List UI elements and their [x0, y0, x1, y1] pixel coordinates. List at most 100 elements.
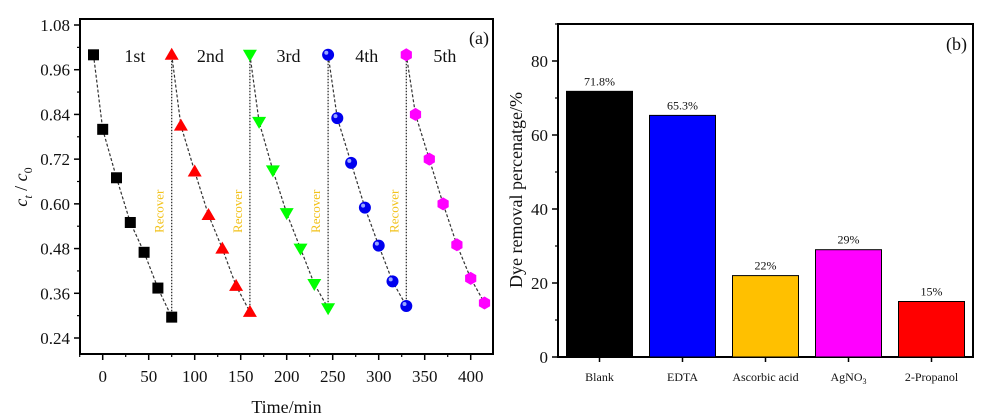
y-tick-label: 0 [540, 348, 549, 367]
data-point-1st [166, 311, 178, 323]
data-point-2nd [201, 208, 216, 221]
data-point-3rd [252, 116, 267, 129]
round-label: 1st [124, 46, 145, 66]
y-tick-label: 0.24 [40, 329, 70, 348]
y-axis-title-sub-t: t [21, 195, 35, 199]
data-point-2nd [187, 164, 202, 177]
data-point-4th [345, 156, 358, 169]
bar-data-label: 22% [755, 259, 777, 273]
data-point-3rd [242, 49, 257, 62]
y-axis-title: Dye removal percenatge/% [506, 92, 526, 288]
x-tick-label: AgNO3 [831, 370, 867, 386]
series-line-4th [327, 54, 407, 307]
round-label: 5th [433, 46, 456, 66]
y-tick-label: 0.72 [40, 150, 70, 169]
x-axis-title: Time/min [251, 397, 321, 417]
bar-data-label: 15% [921, 285, 943, 299]
sphere-highlight [361, 203, 366, 208]
y-axis-title-sub-0: 0 [21, 167, 35, 173]
data-point-5th [423, 152, 435, 166]
y-tick-label: 60 [531, 126, 548, 145]
bar-ascorbic-acid [732, 275, 799, 358]
panel-label-a: (a) [469, 28, 489, 49]
x-tick-label-text: AgNO [831, 370, 863, 384]
x-tick-label-text: EDTA [667, 370, 698, 384]
sphere-highlight [347, 158, 352, 163]
data-point-1st [152, 282, 164, 294]
y-tick-label: 0.36 [40, 284, 70, 303]
x-tick-label: Blank [585, 370, 614, 384]
x-tick-label: 100 [182, 367, 208, 386]
panel-b-chart: 0 20 40 60 80 Dye removal percenatge/% 71.8% Bl… [506, 23, 974, 386]
sphere-highlight [324, 50, 329, 55]
y-axis-title-c2: c [11, 173, 31, 181]
data-point-2nd [164, 47, 179, 60]
data-point-5th [437, 197, 449, 211]
data-point-4th [358, 201, 371, 214]
x-tick-label-subscript: 3 [863, 377, 867, 386]
panel-label-b: (b) [946, 34, 967, 55]
series-line-3rd [249, 54, 329, 309]
data-point-3rd [307, 278, 322, 291]
y-tick-label: 0.96 [40, 61, 70, 80]
x-tick-label: 400 [458, 367, 484, 386]
sphere-highlight [402, 301, 407, 306]
round-label: 3rd [277, 46, 301, 66]
data-point-4th [322, 48, 335, 61]
data-point-2nd [229, 278, 244, 291]
x-tick-label: 50 [140, 367, 157, 386]
data-point-5th [478, 296, 491, 310]
bar-edta [649, 114, 716, 358]
data-point-3rd [265, 165, 280, 178]
recover-label: Recover [152, 189, 167, 233]
bar-blank [566, 90, 633, 358]
recover-label: Recover [308, 189, 323, 233]
data-point-1st [97, 123, 109, 135]
x-tick-label: 250 [320, 367, 346, 386]
y-tick-label: 0.84 [40, 105, 70, 124]
sphere-highlight [388, 277, 393, 282]
x-tick-label: 0 [98, 367, 107, 386]
x-tick-label-text: Blank [585, 370, 614, 384]
plot-frame [79, 18, 494, 355]
panel-a-chart: 0.24 0.36 0.48 0.60 0.72 0.84 0.96 1.08 0 50 100 15… [11, 16, 494, 417]
data-point-5th [465, 271, 477, 285]
bar-2-propanol [898, 301, 965, 358]
data-point-3rd [321, 303, 336, 316]
bar-data-label: 65.3% [667, 98, 698, 112]
x-tick-label: 200 [274, 367, 300, 386]
data-point-2nd [215, 241, 230, 254]
round-label: 4th [355, 46, 378, 66]
data-point-5th [451, 238, 463, 252]
x-tick-label: EDTA [667, 370, 698, 384]
data-point-1st [138, 246, 150, 258]
x-tick-label-text: Ascorbic acid [732, 370, 798, 384]
sphere-highlight [333, 114, 338, 119]
data-point-1st [124, 216, 136, 228]
data-point-5th [400, 48, 412, 62]
series-line-2nd [171, 54, 251, 313]
bar-data-label: 71.8% [584, 74, 615, 88]
y-axis-title-sep: / [11, 181, 31, 195]
x-tick-label: 150 [228, 367, 254, 386]
y-tick-label: 40 [531, 200, 548, 219]
data-point-1st [111, 172, 122, 184]
round-label: 2nd [197, 46, 224, 66]
data-point-3rd [279, 208, 294, 221]
data-point-5th [409, 107, 422, 121]
recover-label: Recover [386, 189, 401, 233]
series-line-1st [92, 54, 173, 318]
x-tick-label: 300 [366, 367, 392, 386]
data-point-4th [400, 299, 413, 312]
series-line-5th [405, 54, 486, 304]
x-tick-label: Ascorbic acid [732, 370, 798, 384]
data-point-4th [331, 112, 344, 125]
data-point-2nd [173, 118, 188, 131]
x-tick-label: 2-Propanol [905, 370, 959, 384]
data-point-4th [372, 239, 385, 252]
x-tick-label-text: 2-Propanol [905, 370, 959, 384]
data-point-3rd [293, 243, 308, 256]
y-tick-label: 20 [531, 274, 548, 293]
data-point-4th [386, 275, 399, 288]
